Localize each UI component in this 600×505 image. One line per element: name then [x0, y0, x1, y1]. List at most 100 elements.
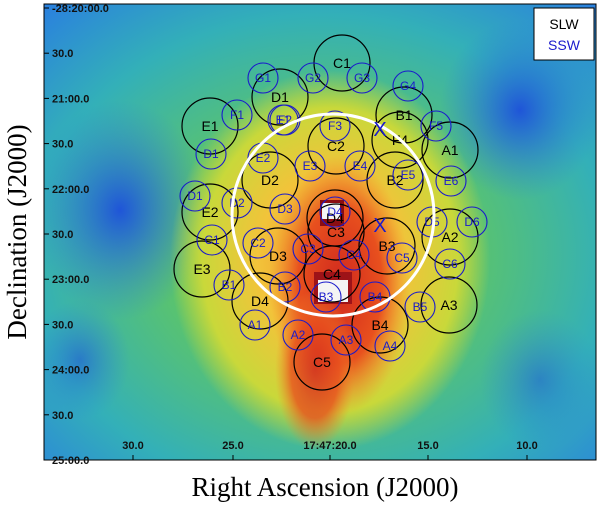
slw-detector-circle	[366, 151, 424, 209]
slw-detector-label: A3	[440, 297, 457, 313]
ssw-detector-label: E4	[353, 159, 368, 173]
ssw-detector-label: D1	[203, 147, 219, 161]
ssw-detector-circle	[239, 309, 271, 341]
legend: SLW SSW	[533, 7, 595, 61]
x-tick-label: 17:47:20.0	[303, 440, 356, 452]
y-tick-label: 30.0	[52, 319, 73, 331]
slw-detector-label: C1	[333, 55, 351, 71]
ssw-detector-label: C6	[442, 257, 458, 271]
legend-ssw: SSW	[548, 37, 581, 53]
ssw-detector-circle	[282, 319, 314, 351]
y-tick-label: 30.0	[52, 48, 73, 60]
ssw-detector-label: B5	[413, 300, 428, 314]
ssw-detector-label: C1	[204, 233, 220, 247]
ssw-detector-circle	[221, 99, 253, 131]
ssw-detector-label: D6	[464, 215, 480, 229]
ssw-detector-circle	[247, 62, 279, 94]
slw-detector-label: D3	[269, 248, 287, 264]
ssw-detector-label: G3	[354, 71, 370, 85]
y-tick-labels: -28:20:00.0 30.0 21:00.0 30.0 22:00.0 30.0 23:…	[44, 3, 109, 467]
slw-detector-label: A2	[441, 229, 458, 245]
slw-detector-label: E3	[193, 261, 210, 277]
ssw-detector-circle	[344, 150, 376, 182]
ssw-detector-circle	[269, 193, 301, 225]
slw-detector-circle	[251, 68, 309, 126]
ssw-detector-label: E2	[256, 151, 271, 165]
slw-detector-label: E2	[201, 204, 218, 220]
ssw-detector-label: G4	[400, 79, 416, 93]
ssw-detector-label: A3	[339, 333, 354, 347]
ssw-detector-circle	[310, 281, 342, 313]
plot-frame	[43, 3, 597, 461]
slw-detector-circle	[303, 245, 361, 303]
ssw-detector-circle	[374, 330, 406, 362]
ssw-detector-label: B3	[319, 290, 334, 304]
slw-detector-circle	[358, 217, 416, 275]
ssw-detector-label: A4	[383, 339, 398, 353]
ssw-detector-circle	[392, 70, 424, 102]
y-tick-label: -28:20:00.0	[52, 3, 109, 15]
x-axis-title: Right Ascension (J2000)	[192, 472, 459, 502]
slw-detector-label: A1	[441, 142, 458, 158]
slw-detector-circle	[421, 208, 479, 266]
slw-detector-label: B1	[395, 107, 412, 123]
x-tick-label: 30.0	[122, 440, 143, 452]
slw-detector-circle	[371, 111, 429, 169]
ssw-detector-label: C4	[346, 248, 362, 262]
y-tick-label: 23:00.0	[52, 274, 89, 286]
slw-detector-circle	[181, 183, 239, 241]
ssw-detector-label: D3	[277, 202, 293, 216]
slw-detector-circle	[307, 203, 365, 261]
slw-detector-label: B3	[378, 238, 395, 254]
cross-marker: X	[373, 119, 386, 141]
x-tick-label: 25.0	[222, 440, 243, 452]
ssw-detector-circle	[392, 159, 424, 191]
ssw-detector-label: F5	[429, 119, 443, 133]
ssw-detector-label: E3	[303, 159, 318, 173]
ssw-detector-circle	[435, 165, 467, 197]
ssw-detector-label: G1	[255, 71, 271, 85]
ssw-detector-label: E5	[401, 168, 416, 182]
y-tick-label: 22:00.0	[52, 184, 89, 196]
ssw-detector-label: B1	[222, 278, 237, 292]
slw-detector-label: D4	[251, 293, 269, 309]
ssw-detector-label: C5	[394, 251, 410, 265]
slw-detector-label: D1	[271, 89, 289, 105]
y-axis-title: Declination (J2000)	[2, 124, 32, 339]
legend-box	[533, 7, 595, 61]
ssw-detector-circle	[294, 150, 326, 182]
ssw-detector-label: B2	[278, 280, 293, 294]
slw-detector-label: C2	[327, 138, 345, 154]
ssw-detector-circle	[195, 138, 227, 170]
ssw-detector-label: A2	[291, 328, 306, 342]
slw-detector-circle	[307, 117, 365, 175]
ssw-detector-circle	[196, 224, 228, 256]
legend-slw: SLW	[549, 16, 579, 32]
slw-detector-label: B4	[371, 317, 388, 333]
ssw-detector-label: A1	[248, 318, 263, 332]
ssw-detector-circle	[456, 206, 488, 238]
slw-detector-label: C3	[327, 224, 345, 240]
y-tick-label: 21:00.0	[52, 93, 89, 105]
y-tick-label: 30.0	[52, 229, 73, 241]
y-tick-label: 24:00.0	[52, 365, 89, 377]
slw-detector-circle	[351, 296, 409, 354]
ssw-detector-circle	[386, 242, 418, 274]
ssw-detector-circle	[292, 233, 324, 265]
y-tick-label: 30.0	[52, 410, 73, 422]
slw-detector-label: E1	[201, 118, 218, 134]
ssw-detector-label: C2	[250, 236, 266, 250]
slw-detector-label: D2	[261, 172, 279, 188]
field-of-view-ring	[230, 112, 436, 318]
ssw-detector-circle	[404, 291, 436, 323]
ssw-detector-label: G2	[305, 71, 321, 85]
slw-detector-circle	[420, 276, 478, 334]
ssw-detector-label: B4	[368, 290, 383, 304]
slw-detector-circle	[231, 272, 289, 330]
peak-pixel	[322, 203, 340, 219]
slw-detector-label: C5	[313, 354, 331, 370]
ssw-detector-circle	[319, 196, 351, 228]
ssw-detector-circle	[346, 62, 378, 94]
ssw-detector-circle	[338, 239, 370, 271]
